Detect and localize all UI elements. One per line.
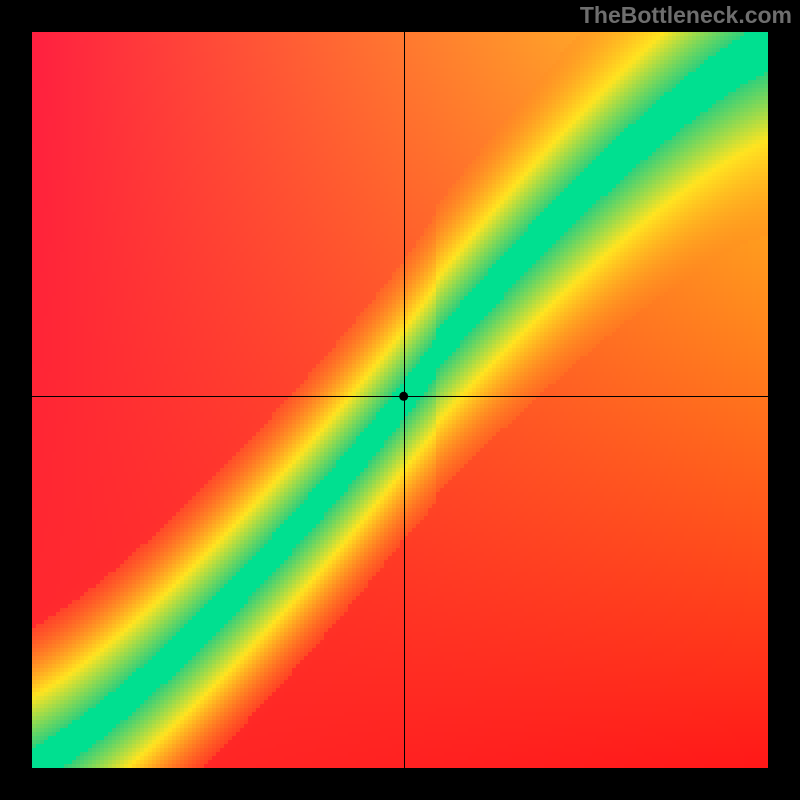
chart-container: TheBottleneck.com [0,0,800,800]
overlay-canvas [0,0,800,800]
